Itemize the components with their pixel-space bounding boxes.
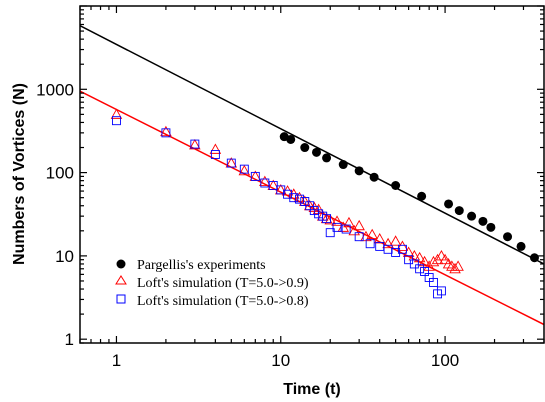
data-point-series-2 [391,247,401,257]
data-point-series-1 [353,219,365,231]
data-point-series-2 [420,267,429,276]
data-point-series-0 [311,147,321,157]
data-point-series-1 [189,138,201,150]
data-point-series-1 [366,228,378,240]
y-tick-label: 1000 [36,80,74,99]
data-point-series-2 [295,194,304,204]
y-tick-label: 10 [55,247,74,266]
data-point-series-2 [283,189,293,199]
data-point-series-0 [322,153,332,163]
data-point-series-2 [341,224,351,234]
data-point-series-2 [190,139,200,149]
data-point-series-2 [429,277,438,287]
data-point-series-2 [332,222,342,232]
data-point-series-1 [427,255,440,267]
data-point-series-1 [382,237,394,249]
x-tick-label: 1 [112,351,121,370]
y-tick-label: 100 [46,164,74,183]
data-point-series-1 [413,251,426,263]
data-point-series-1 [324,214,336,225]
data-point-series-1 [373,232,386,244]
data-point-series-2 [383,244,393,254]
y-tick-label: 1 [65,330,74,349]
data-point-series-1 [238,164,251,176]
data-point-series-0 [391,180,401,190]
data-point-series-2 [436,286,446,296]
data-point-series-1 [259,175,271,187]
data-point-series-0 [478,216,488,226]
data-point-series-2 [289,193,299,203]
data-point-series-0 [286,134,296,144]
data-point-series-1 [389,235,402,246]
data-point-series-0 [503,232,513,242]
data-point-series-0 [454,206,464,216]
data-point-series-0 [354,166,364,176]
legend: Pargellis's experiments Loft's simulatio… [115,258,309,309]
data-point-series-0 [486,222,496,232]
data-point-series-0 [300,143,310,153]
data-point-series-2 [250,171,260,181]
data-point-series-1 [431,253,444,265]
data-point-series-2 [365,239,375,249]
data-point-series-1 [435,249,448,261]
legend-marker-loft-08 [116,294,126,304]
data-point-series-2 [226,158,236,168]
data-point-series-2 [112,116,121,126]
data-point-series-0 [444,199,454,209]
legend-label-loft-09: Loft's simulation (T=5.0->0.9) [137,276,309,291]
data-point-series-0 [516,241,526,251]
axes: 1 10 100 1 10 100 1000 [36,5,545,370]
data-point-series-0 [417,191,427,201]
x-tick-label: 100 [431,351,459,370]
plot-frame [79,5,545,344]
data-point-series-2 [397,244,407,254]
data-point-series-1 [449,262,461,274]
data-point-series-0 [529,253,539,263]
data-point-series-2 [409,259,419,269]
data-point-series-1 [209,143,222,154]
x-axis-title: Time (t) [283,381,340,398]
fit-line [80,25,544,265]
data-point-series-1 [160,125,172,137]
legend-marker-pargellis [116,259,126,269]
data-point-series-2 [415,264,425,274]
data-point-series-0 [338,160,348,170]
data-point-series-2 [239,164,249,174]
data-point-series-2 [322,214,332,224]
data-point-series-0 [369,172,379,182]
data-point-series-1 [439,253,451,265]
x-tick-label: 10 [271,351,290,370]
data-point-series-1 [110,108,123,119]
data-point-series-2 [210,150,220,159]
data-point-series-1 [452,260,464,271]
data-point-series-1 [348,224,361,236]
data-point-series-1 [418,255,431,267]
y-axis-title: Numbers of Vortices (N) [11,83,28,265]
fit-lines [80,25,544,326]
fit-line [80,90,544,326]
data-point-series-1 [331,215,343,226]
data-point-series-0 [467,211,477,221]
data-point-series-2 [354,232,364,242]
data-point-series-2 [325,228,335,238]
data-points [110,108,539,299]
legend-marker-loft-09 [115,275,127,285]
legend-label-loft-08: Loft's simulation (T=5.0->0.8) [137,294,309,309]
data-point-series-1 [343,216,355,228]
data-point-series-2 [161,128,171,138]
data-point-series-2 [305,201,315,211]
data-point-series-1 [396,240,409,251]
legend-label-pargellis: Pargellis's experiments [137,258,266,273]
